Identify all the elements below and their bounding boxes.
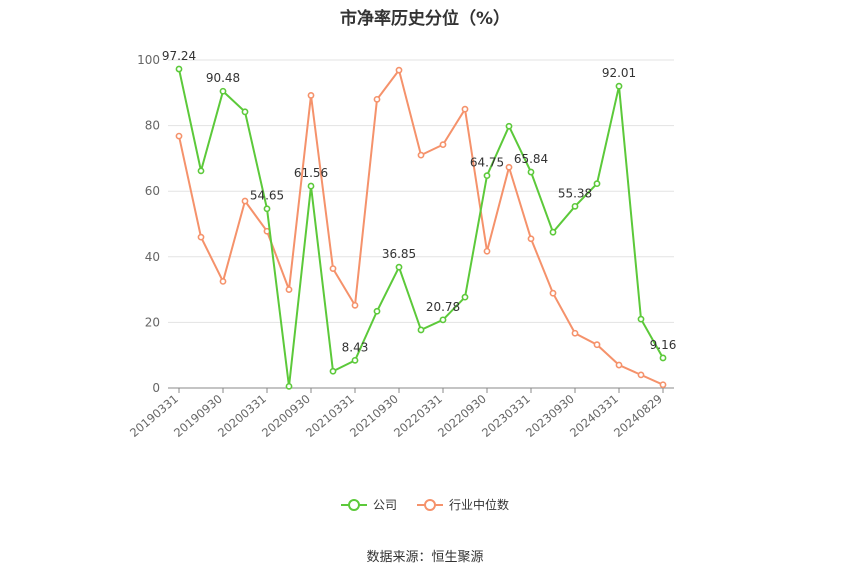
data-point: [285, 286, 293, 293]
y-tick-label: 60: [145, 184, 160, 198]
data-point: [593, 341, 601, 349]
data-point: [175, 65, 183, 73]
data-point: [329, 367, 337, 375]
data-label: 36.85: [382, 247, 416, 261]
data-label: 54.65: [250, 189, 284, 203]
data-point: [439, 316, 447, 324]
data-point: [461, 105, 469, 113]
data-point: [527, 168, 535, 176]
data-point: [219, 277, 227, 285]
data-point: [417, 151, 425, 159]
data-point: [439, 141, 447, 149]
data-point: [395, 263, 403, 271]
legend-label: 行业中位数: [449, 498, 510, 512]
data-point: [571, 202, 579, 210]
x-tick-label: 20240829: [611, 392, 665, 440]
data-label: 64.75: [470, 156, 504, 170]
data-point: [505, 122, 513, 130]
data-point: [241, 108, 249, 116]
data-point: [373, 95, 381, 103]
y-tick-label: 20: [145, 315, 160, 329]
legend: 公司 行业中位数: [0, 496, 850, 513]
data-point: [659, 354, 667, 362]
data-label: 55.38: [558, 186, 592, 200]
data-point: [593, 180, 601, 188]
data-point: [659, 381, 667, 389]
legend-item[interactable]: 行业中位数: [417, 496, 509, 513]
data-point: [549, 228, 557, 236]
y-tick-label: 100: [137, 53, 160, 67]
data-label: 65.84: [514, 152, 548, 166]
data-point: [615, 82, 623, 90]
data-point: [351, 301, 359, 309]
data-point: [637, 371, 645, 379]
data-label: 92.01: [602, 66, 636, 80]
data-point: [505, 163, 513, 171]
legend-label: 公司: [372, 498, 397, 512]
data-label: 90.48: [206, 71, 240, 85]
data-label: 20.78: [426, 300, 460, 314]
data-point: [197, 167, 205, 175]
data-label: 61.56: [294, 166, 328, 180]
data-point: [395, 66, 403, 74]
source-note: 数据来源：恒生聚源: [366, 550, 484, 565]
data-point: [175, 132, 183, 140]
data-point: [483, 247, 491, 255]
data-point: [197, 233, 205, 241]
data-point: [637, 315, 645, 323]
series-line: [178, 68, 664, 387]
legend-item[interactable]: 公司: [340, 496, 397, 513]
data-point: [615, 361, 623, 369]
data-point: [571, 329, 579, 337]
data-point: [351, 356, 359, 364]
data-point: [461, 293, 469, 301]
data-point: [285, 382, 293, 390]
y-tick-label: 40: [145, 250, 160, 264]
data-point: [549, 289, 557, 297]
data-point: [417, 326, 425, 334]
legend-swatch: [417, 498, 443, 511]
data-label: 9.16: [650, 338, 677, 352]
data-point: [307, 92, 315, 99]
data-label: 8.43: [342, 340, 369, 354]
data-point: [483, 172, 491, 180]
y-tick-label: 80: [145, 119, 160, 133]
data-point: [373, 307, 381, 315]
data-label: 97.24: [162, 49, 196, 63]
y-tick-label: 0: [152, 381, 160, 395]
data-point: [329, 265, 337, 273]
data-point: [241, 197, 249, 205]
data-point: [263, 205, 271, 213]
data-point: [527, 235, 535, 243]
legend-swatch: [340, 498, 367, 511]
data-point: [307, 182, 315, 190]
chart-title: 市净率历史分位（%）: [339, 9, 511, 29]
series-line: [178, 67, 664, 386]
data-point: [219, 87, 227, 95]
